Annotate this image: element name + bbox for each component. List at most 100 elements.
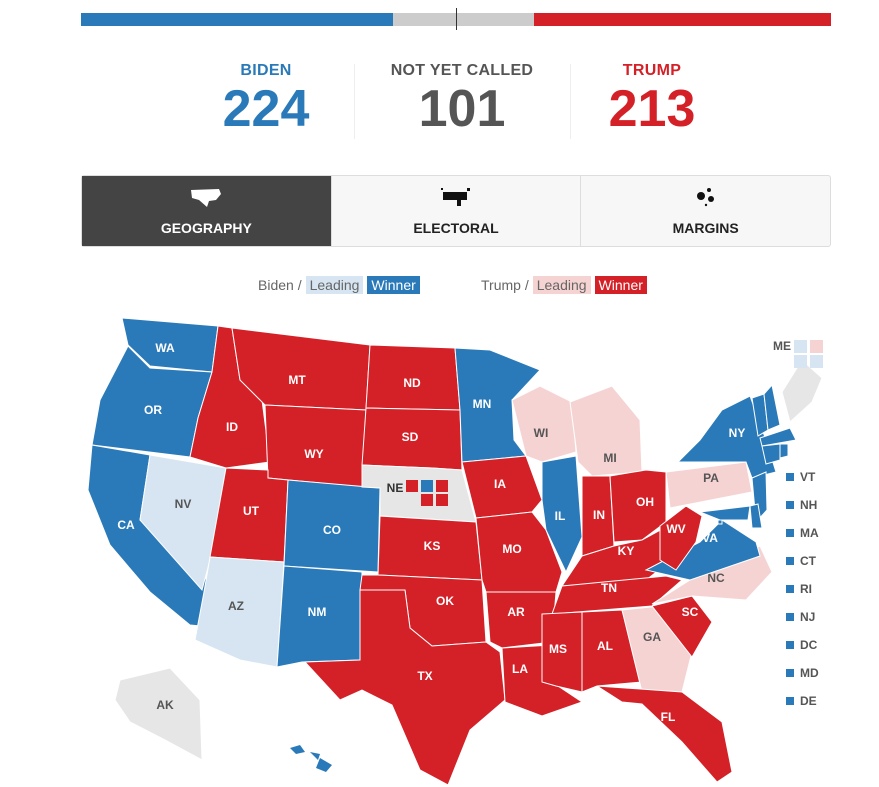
small-state-label: VT — [800, 470, 816, 484]
state-wa[interactable] — [121, 317, 219, 373]
state-label: SC — [682, 605, 699, 619]
state-label: OR — [144, 403, 162, 417]
trump-score: TRUMP 213 — [552, 62, 752, 138]
state-ri[interactable] — [779, 443, 789, 459]
color-swatch — [786, 529, 794, 537]
cartogram-icon — [441, 188, 470, 206]
state-label: WY — [304, 447, 323, 461]
color-swatch — [786, 585, 794, 593]
small-state-nh[interactable]: NH — [786, 498, 817, 512]
state-label: VA — [702, 531, 718, 545]
state-ar[interactable] — [485, 591, 557, 649]
state-sc[interactable] — [651, 595, 713, 658]
state-de[interactable] — [749, 503, 763, 529]
state-wi[interactable] — [511, 385, 577, 463]
maine-district[interactable] — [810, 355, 823, 368]
state-mn[interactable] — [454, 347, 541, 463]
tab-margins[interactable]: MARGINS — [581, 176, 830, 246]
biden-progress — [81, 13, 394, 26]
state-ia[interactable] — [461, 455, 543, 519]
small-state-de[interactable]: DE — [786, 694, 817, 708]
state-nh[interactable] — [763, 383, 781, 431]
state-label: CO — [323, 523, 341, 537]
state-mo[interactable] — [475, 511, 563, 593]
small-state-dc[interactable]: DC — [786, 638, 817, 652]
biden-legend: Biden / Leading Winner — [258, 276, 420, 294]
state-hi[interactable] — [316, 758, 332, 772]
nebraska-district[interactable] — [421, 494, 433, 506]
state-ak[interactable] — [114, 667, 203, 761]
state-il[interactable] — [541, 455, 583, 574]
nebraska-district[interactable] — [436, 494, 448, 506]
color-swatch — [786, 697, 794, 705]
state-ct[interactable] — [761, 443, 781, 465]
tab-geography[interactable]: GEOGRAPHY — [82, 176, 332, 246]
nebraska-district[interactable] — [436, 480, 448, 492]
state-dc[interactable] — [717, 519, 723, 525]
state-label: WI — [534, 426, 549, 440]
nebraska-district[interactable] — [421, 480, 433, 492]
small-state-label: RI — [800, 582, 812, 596]
maine-district[interactable] — [794, 355, 807, 368]
state-wv[interactable] — [659, 505, 703, 571]
state-label: AL — [597, 639, 613, 653]
maine-district[interactable] — [794, 340, 807, 353]
bubbles-icon — [696, 188, 714, 207]
state-hi[interactable] — [310, 752, 320, 760]
state-label: IN — [593, 508, 605, 522]
view-tabs: GEOGRAPHY ELECTORAL MARGINS — [81, 175, 831, 247]
state-label: WA — [155, 341, 175, 355]
state-tx[interactable] — [303, 589, 506, 786]
state-fl[interactable] — [596, 685, 733, 783]
state-pa[interactable] — [665, 461, 753, 509]
small-state-label: DC — [800, 638, 818, 652]
nebraska-district[interactable] — [406, 480, 418, 492]
state-ma[interactable] — [759, 427, 797, 447]
legend-trump-label: Trump / — [481, 277, 529, 293]
state-hi[interactable] — [290, 745, 305, 754]
state-label: MS — [549, 642, 567, 656]
trump-legend: Trump / Leading Winner — [481, 276, 647, 294]
state-label: ME — [773, 339, 791, 353]
state-label: HI — [282, 771, 294, 785]
tab-electoral[interactable]: ELECTORAL — [332, 176, 582, 246]
state-wy[interactable] — [264, 404, 367, 488]
state-label: MI — [603, 451, 616, 465]
state-label: MO — [502, 542, 521, 556]
color-swatch — [786, 501, 794, 509]
small-state-vt[interactable]: VT — [786, 470, 815, 484]
small-state-nj[interactable]: NJ — [786, 610, 815, 624]
state-label: NY — [729, 426, 746, 440]
small-state-ri[interactable]: RI — [786, 582, 812, 596]
trump-progress — [534, 13, 831, 26]
small-state-md[interactable]: MD — [786, 666, 819, 680]
state-label: AK — [156, 698, 174, 712]
maine-district[interactable] — [810, 340, 823, 353]
color-swatch — [786, 669, 794, 677]
tab-label: MARGINS — [672, 220, 739, 236]
state-label: LA — [512, 662, 528, 676]
state-me[interactable] — [781, 359, 823, 423]
tab-label: ELECTORAL — [413, 220, 499, 236]
state-tn[interactable] — [551, 575, 684, 615]
undecided-label: NOT YET CALLED — [390, 62, 534, 79]
state-label: ID — [226, 420, 238, 434]
small-state-ma[interactable]: MA — [786, 526, 819, 540]
small-state-label: NH — [800, 498, 818, 512]
color-swatch — [786, 613, 794, 621]
tab-label: GEOGRAPHY — [160, 220, 252, 236]
legend-biden-leading: Leading — [305, 276, 364, 294]
state-md[interactable] — [699, 505, 751, 521]
state-ms[interactable] — [541, 611, 583, 693]
state-label: AR — [507, 605, 525, 619]
state-label: UT — [243, 504, 260, 518]
trump-count: 213 — [608, 80, 696, 138]
state-nv[interactable] — [139, 454, 227, 592]
small-state-ct[interactable]: CT — [786, 554, 816, 568]
state-label: NE — [387, 481, 404, 495]
state-label: TX — [417, 669, 432, 683]
legend-trump-leading: Leading — [532, 276, 591, 294]
state-label: WV — [666, 522, 685, 536]
state-label: PA — [703, 471, 719, 485]
